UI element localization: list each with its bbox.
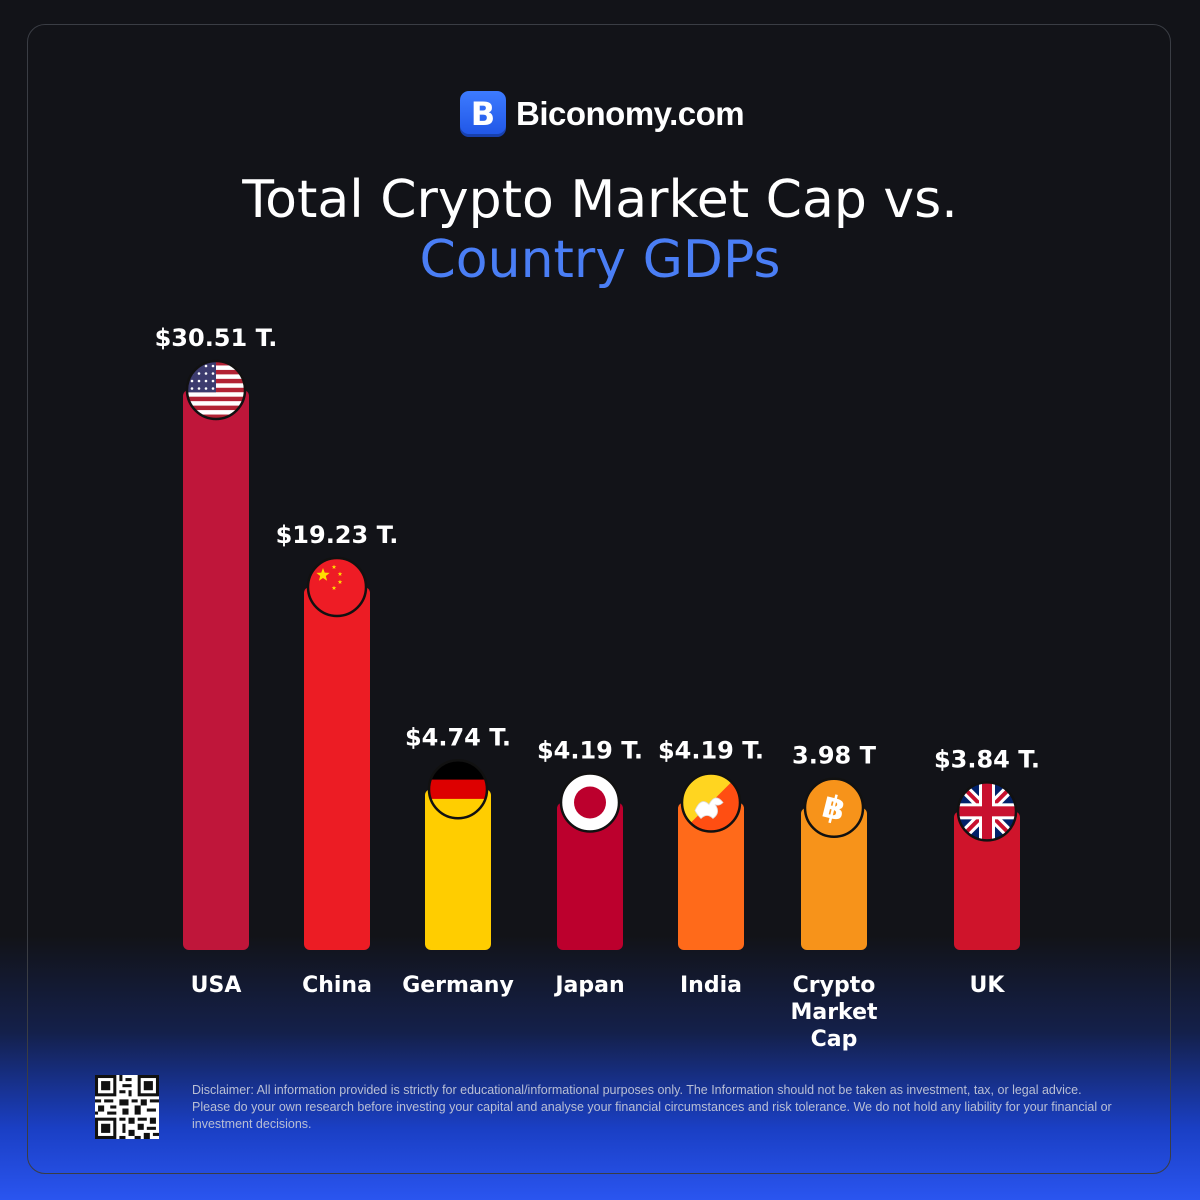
page-title-line2: Country GDPs: [419, 230, 781, 290]
bar: [678, 802, 744, 950]
bitcoin-icon: ฿: [805, 778, 863, 837]
category-label: USA: [191, 973, 242, 998]
category-label: Crypto Market Cap: [790, 973, 878, 1052]
bhutan-flag-icon: [682, 773, 740, 832]
bar-group: $30.51 T. USA: [155, 324, 278, 998]
bar: [183, 390, 249, 950]
category-label: UK: [970, 973, 1006, 998]
china-flag-icon: [308, 558, 366, 617]
disclaimer-text: Disclaimer: All information provided is …: [192, 1083, 1112, 1131]
data-label: $4.74 T.: [405, 723, 511, 751]
bar-group: ฿ 3.98 T Crypto Market Cap: [790, 742, 878, 1052]
category-label: China: [302, 973, 372, 998]
data-label: $30.51 T.: [155, 324, 278, 352]
category-label: India: [680, 973, 742, 998]
qr-code[interactable]: [95, 1075, 159, 1139]
bar: [801, 807, 867, 950]
bar-group: $19.23 T. China: [276, 521, 399, 998]
bar: [557, 802, 623, 950]
brand-logo[interactable]: B Biconomy.com: [460, 91, 745, 137]
bar: [304, 587, 370, 950]
bar: [425, 789, 491, 950]
bar-group: $4.19 T. Japan: [537, 736, 643, 998]
japan-flag-icon: [561, 773, 619, 832]
biconomy-logo-icon: B: [460, 91, 506, 137]
data-label: $4.19 T.: [658, 736, 764, 764]
data-label: $3.84 T.: [934, 745, 1040, 773]
bar-group: $4.19 T. India: [658, 736, 764, 998]
uk-flag-icon: [958, 782, 1016, 841]
qr-code-icon: [95, 1075, 159, 1139]
brand-name: Biconomy.com: [516, 95, 745, 132]
bar: [954, 811, 1020, 950]
bar-group: $4.74 T. Germany: [402, 723, 514, 998]
data-label: $4.19 T.: [537, 736, 643, 764]
data-label: 3.98 T: [792, 742, 877, 770]
category-label: Japan: [553, 973, 624, 998]
category-label: Germany: [402, 973, 514, 998]
data-label: $19.23 T.: [276, 521, 399, 549]
card-border: [27, 24, 1171, 1174]
page-title-line1: Total Crypto Market Cap vs.: [242, 170, 958, 230]
bar-group: $3.84 T. UK: [934, 745, 1040, 998]
